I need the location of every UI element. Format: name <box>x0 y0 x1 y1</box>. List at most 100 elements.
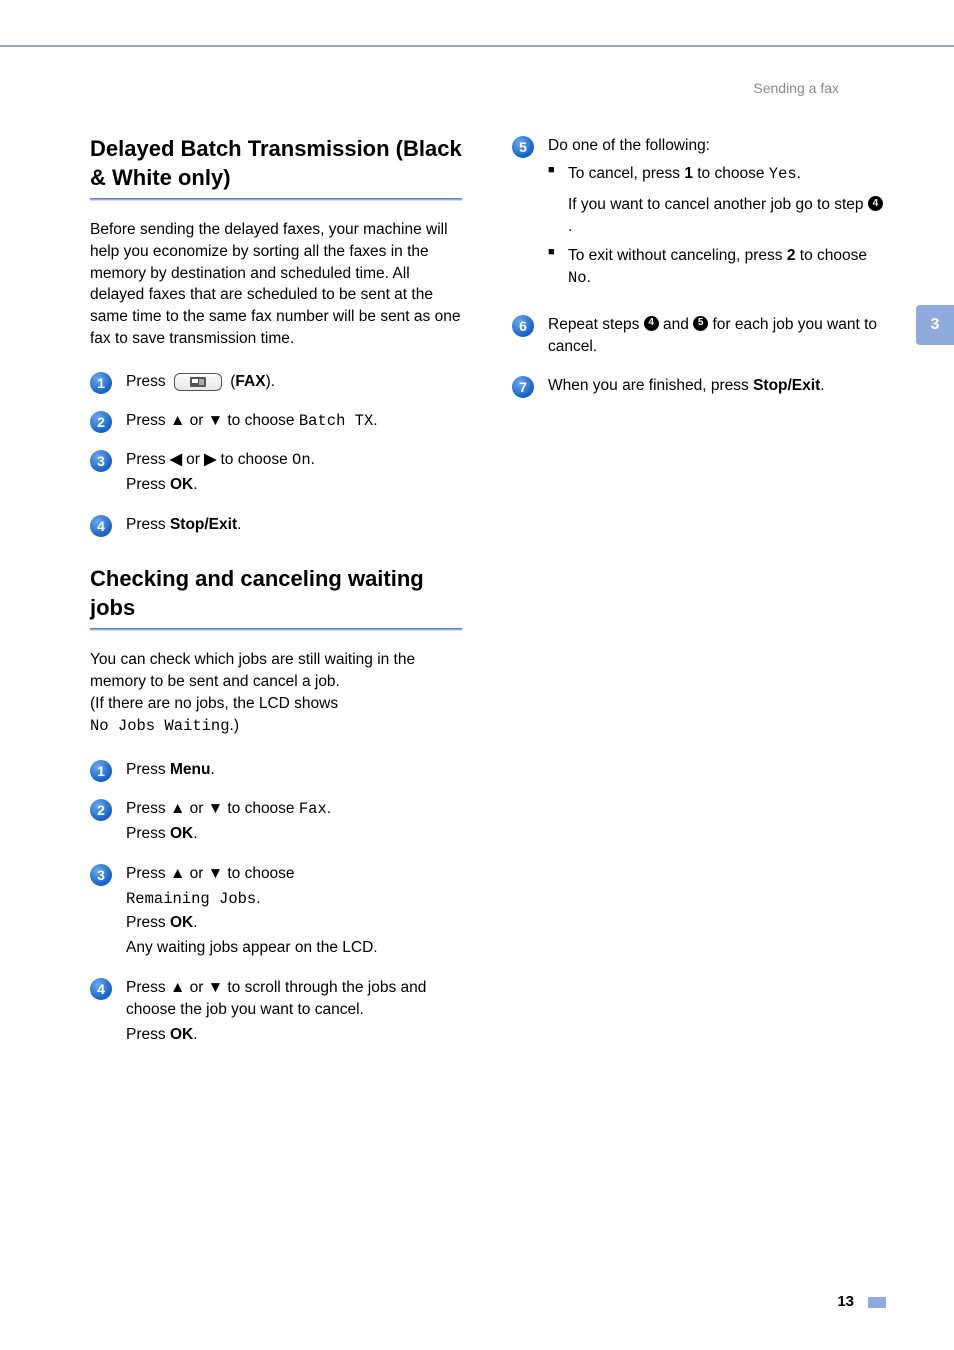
text: to choose <box>693 165 769 182</box>
step-3: 3 Press ▲ or ▼ to choose Remaining Jobs.… <box>90 863 462 961</box>
up-arrow-icon: ▲ <box>170 800 185 817</box>
step-ref-icon: 5 <box>693 316 708 331</box>
text: . <box>256 890 260 907</box>
text: To exit without canceling, press <box>568 247 787 264</box>
step-ref-icon: 4 <box>644 316 659 331</box>
header-breadcrumb: Sending a fax <box>753 80 839 96</box>
title-underline <box>90 628 462 631</box>
section2-title: Checking and canceling waiting jobs <box>90 565 462 622</box>
text: . <box>193 914 197 931</box>
down-arrow-icon: ▼ <box>208 979 223 996</box>
ok-label: OK <box>170 1026 193 1043</box>
button-label: Stop/Exit <box>170 516 237 533</box>
up-arrow-icon: ▲ <box>170 979 185 996</box>
text: Any waiting jobs appear on the LCD. <box>126 937 462 959</box>
right-steps: 5 Do one of the following: To cancel, pr… <box>512 135 884 398</box>
text: . <box>193 825 197 842</box>
bullet-exit: To exit without canceling, press 2 to ch… <box>548 245 884 290</box>
fax-button-icon <box>174 373 222 391</box>
step-badge: 4 <box>90 978 112 1000</box>
text: . <box>587 269 591 286</box>
text: to choose <box>216 451 292 468</box>
step-badge: 3 <box>90 450 112 472</box>
text: .) <box>230 717 239 734</box>
text: Press <box>126 800 170 817</box>
step-2: 2 Press ▲ or ▼ to choose Fax. Press OK. <box>90 798 462 847</box>
step-badge: 5 <box>512 136 534 158</box>
text: . <box>820 377 824 394</box>
section2: Checking and canceling waiting jobs You … <box>90 565 462 1048</box>
section2-steps: 1 Press Menu. 2 Press ▲ or ▼ to choose F… <box>90 759 462 1048</box>
text: Press <box>126 825 170 842</box>
step-2: 2 Press ▲ or ▼ to choose Batch TX. <box>90 410 462 433</box>
text: to choose <box>223 412 299 429</box>
text: ). <box>266 373 275 390</box>
step-badge: 1 <box>90 372 112 394</box>
code-text: Yes <box>769 165 797 183</box>
text: . <box>193 1026 197 1043</box>
content-area: Delayed Batch Transmission (Black & Whit… <box>90 135 884 1064</box>
text: Press <box>126 979 170 996</box>
text: to choose <box>223 800 299 817</box>
text: . <box>327 800 331 817</box>
section1-steps: 1 Press (FAX). 2 Press ▲ or ▼ to choose … <box>90 371 462 537</box>
step-1: 1 Press Menu. <box>90 759 462 782</box>
text: Press <box>126 1026 170 1043</box>
right-arrow-icon: ▶ <box>204 451 216 468</box>
step-badge: 7 <box>512 376 534 398</box>
step-badge: 6 <box>512 315 534 337</box>
step-4: 4 Press ▲ or ▼ to scroll through the job… <box>90 977 462 1048</box>
code-text: No Jobs Waiting <box>90 717 230 735</box>
text: To cancel, press <box>568 165 684 182</box>
text: If you want to cancel another job go to … <box>568 196 868 213</box>
text: Repeat steps <box>548 316 644 333</box>
page-number: 13 <box>837 1293 854 1310</box>
step-badge: 2 <box>90 411 112 433</box>
text: . <box>373 412 377 429</box>
down-arrow-icon: ▼ <box>208 412 223 429</box>
code-text: Remaining Jobs <box>126 890 256 908</box>
ok-label: OK <box>170 825 193 842</box>
note: If you want to cancel another job go to … <box>568 194 884 239</box>
step-body: Press ▲ or ▼ to choose Remaining Jobs. P… <box>126 863 462 961</box>
text: Press <box>126 914 170 931</box>
down-arrow-icon: ▼ <box>208 865 223 882</box>
chapter-tab: 3 <box>916 305 954 345</box>
text: When you are finished, press <box>548 377 753 394</box>
step-ref-icon: 4 <box>868 196 883 211</box>
section2-intro-a: You can check which jobs are still waiti… <box>90 649 462 692</box>
step-5: 5 Do one of the following: To cancel, pr… <box>512 135 884 298</box>
text: . <box>193 476 197 493</box>
button-label: Menu <box>170 761 210 778</box>
section1-intro: Before sending the delayed faxes, your m… <box>90 219 462 349</box>
code-text: No <box>568 269 587 287</box>
key-label: 1 <box>684 165 693 182</box>
step-badge: 4 <box>90 515 112 537</box>
right-column: 5 Do one of the following: To cancel, pr… <box>512 135 884 1064</box>
text: Press <box>126 476 170 493</box>
text: (If there are no jobs, the LCD shows <box>90 695 338 712</box>
section2-intro-b: (If there are no jobs, the LCD shows No … <box>90 693 462 737</box>
step-1: 1 Press (FAX). <box>90 371 462 394</box>
step-3: 3 Press ◀ or ▶ to choose On. Press OK. <box>90 449 462 498</box>
top-divider <box>0 45 954 47</box>
bullet-cancel: To cancel, press 1 to choose Yes. <box>548 163 884 185</box>
step-body: When you are finished, press Stop/Exit. <box>548 375 884 397</box>
text: Press <box>126 373 170 390</box>
text: Do one of the following: <box>548 135 884 157</box>
step-body: Press (FAX). <box>126 371 462 393</box>
code-text: Batch TX <box>299 412 373 430</box>
step-body: Press ◀ or ▶ to choose On. Press OK. <box>126 449 462 498</box>
text: Press <box>126 865 170 882</box>
text: . <box>311 451 315 468</box>
code-text: On <box>292 451 311 469</box>
text: Press <box>126 516 170 533</box>
step-body: Press Menu. <box>126 759 462 781</box>
sub-bullets: To cancel, press 1 to choose Yes. <box>548 163 884 185</box>
step-body: Do one of the following: To cancel, pres… <box>548 135 884 298</box>
text: and <box>659 316 693 333</box>
text: . <box>568 218 572 235</box>
step-body: Press ▲ or ▼ to choose Fax. Press OK. <box>126 798 462 847</box>
text: . <box>210 761 214 778</box>
button-label: Stop/Exit <box>753 377 820 394</box>
